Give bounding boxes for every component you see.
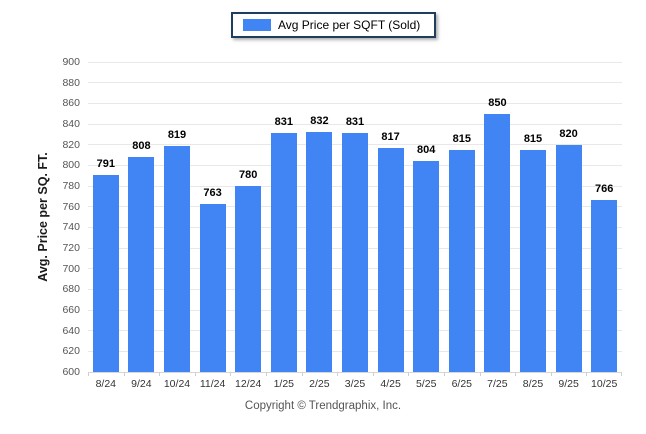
x-axis-tick-label: 9/24 — [131, 378, 152, 390]
y-axis-tick-label: 640 — [62, 324, 80, 337]
x-axis-tick — [88, 372, 89, 376]
bar — [555, 144, 582, 372]
bar-value-label: 780 — [239, 169, 258, 181]
bar-value-label: 808 — [132, 140, 151, 153]
bar — [377, 147, 404, 372]
bar-value-label: 820 — [559, 127, 578, 140]
gridline — [88, 123, 622, 125]
y-axis-tick-label: 820 — [62, 138, 80, 151]
bar-value-label: 850 — [488, 96, 507, 109]
x-axis-tick-label: 9/25 — [558, 378, 579, 390]
x-axis-tick — [337, 372, 338, 376]
bar — [270, 133, 297, 372]
x-axis-tick-label: 7/25 — [487, 378, 508, 390]
x-axis-tick — [266, 372, 267, 376]
y-axis-tick-label: 680 — [62, 283, 80, 296]
x-axis-tick — [124, 372, 125, 376]
y-axis-tick-label: 660 — [62, 304, 80, 316]
x-axis-tick — [444, 372, 445, 376]
copyright-text: Copyright © Trendgraphix, Inc. — [244, 400, 402, 412]
bar-value-label: 832 — [310, 115, 329, 128]
y-axis-tick-label: 880 — [62, 76, 80, 89]
x-axis-tick — [515, 372, 516, 376]
bar-value-label: 815 — [523, 132, 543, 145]
bar-value-label: 791 — [96, 157, 115, 170]
y-axis-tick-label: 740 — [62, 221, 80, 234]
bar — [413, 161, 440, 372]
y-axis-title: Avg. Price per SQ. FT. — [36, 152, 50, 282]
bar-value-label: 815 — [452, 132, 471, 145]
y-axis-tick-label: 900 — [62, 56, 80, 68]
x-axis-tick-label: 6/25 — [451, 378, 473, 390]
x-axis-tick-label: 11/24 — [199, 378, 226, 390]
bar — [164, 145, 190, 372]
bar-value-label: 804 — [417, 144, 436, 157]
bar — [591, 200, 618, 372]
x-axis-tick-label: 4/25 — [380, 378, 401, 390]
x-axis-tick-label: 10/25 — [591, 378, 618, 390]
y-axis-tick-label: 620 — [62, 345, 80, 358]
y-axis-tick-label: 840 — [62, 118, 80, 130]
bar-value-label: 766 — [595, 183, 614, 196]
x-axis-tick-label: 8/24 — [95, 378, 117, 390]
x-axis-tick-label: 12/24 — [235, 378, 262, 390]
y-axis-tick-label: 860 — [62, 97, 80, 110]
x-axis-tick — [302, 372, 303, 376]
x-axis-tick — [621, 372, 622, 376]
bar-value-label: 819 — [167, 128, 187, 141]
legend-label: Avg Price per SQFT (Sold) — [278, 18, 421, 32]
bar — [92, 174, 119, 372]
x-axis-tick-label: 2/25 — [309, 378, 330, 390]
x-axis-line — [88, 371, 622, 373]
y-axis-tick-label: 700 — [62, 262, 80, 275]
bar — [306, 132, 333, 372]
y-axis-tick-label: 600 — [62, 366, 80, 378]
x-axis-tick — [159, 372, 160, 376]
bar-value-label: 831 — [345, 116, 365, 129]
legend-color-swatch — [243, 19, 271, 31]
y-axis-tick-label: 800 — [62, 159, 80, 172]
bar — [448, 149, 475, 372]
plot-area: 600 620 640 660 680 700 720 740 760 780 800 820 840 8… — [62, 57, 622, 389]
x-axis-tick — [480, 372, 481, 376]
gridline — [88, 61, 622, 63]
x-axis-tick — [195, 372, 196, 376]
bar-value-label: 817 — [381, 130, 400, 143]
bar — [520, 149, 546, 372]
x-axis-tick — [408, 372, 409, 376]
gridline — [88, 82, 622, 84]
gridline — [88, 102, 622, 104]
x-axis-tick — [230, 372, 231, 376]
bar-value-label: 831 — [274, 116, 293, 129]
x-axis-tick-label: 3/25 — [344, 378, 366, 390]
x-axis-tick-label: 8/25 — [522, 378, 544, 390]
y-axis-tick-label: 720 — [62, 242, 80, 254]
y-axis-tick-label: 760 — [62, 200, 80, 213]
x-axis-tick — [551, 372, 552, 376]
bar-value-label: 763 — [203, 186, 222, 199]
x-axis-tick-label: 10/24 — [163, 378, 191, 390]
y-axis-tick-label: 780 — [62, 180, 80, 192]
bar — [342, 133, 368, 372]
legend: Avg Price per SQFT (Sold) — [231, 12, 437, 38]
x-axis-tick-label: 1/25 — [273, 378, 295, 390]
bar — [199, 203, 226, 372]
x-axis-tick-label: 5/25 — [415, 378, 437, 390]
bar — [235, 186, 262, 372]
bar — [484, 113, 511, 372]
x-axis-tick — [373, 372, 374, 376]
bar — [128, 157, 155, 372]
x-axis-tick — [586, 372, 587, 376]
